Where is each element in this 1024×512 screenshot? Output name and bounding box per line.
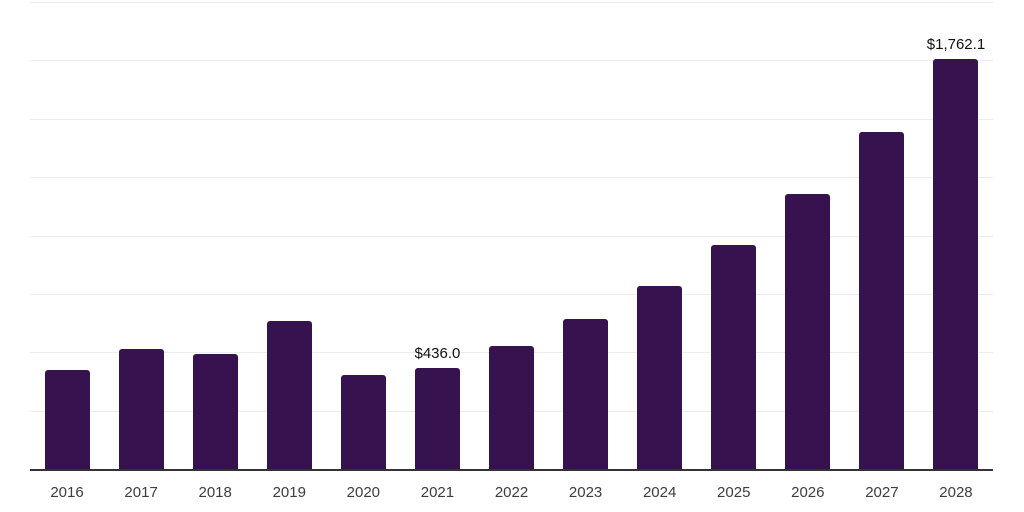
bar-slot [104,3,178,470]
bar-slot [845,3,919,470]
bar-slot [474,3,548,470]
x-tick-label: 2025 [717,484,751,501]
gridline [30,60,993,62]
gridline [30,118,993,120]
plot-area: $436.0 $1,762.1 [30,2,993,471]
x-axis-labels: 2016 2017 2018 2019 2020 2021 2022 2023 2024 2025… [30,484,993,502]
bar-slot [549,3,623,470]
gridline [30,177,993,179]
x-tick-label: 2026 [791,484,825,501]
bar-slot [623,3,697,470]
x-tick-label: 2027 [865,484,899,501]
bar-2026 [785,194,831,470]
bar-2021 [414,368,460,470]
bar-value-label: $436.0 [414,345,461,363]
bar-2025 [711,245,757,470]
x-tick-label: 2017 [124,484,158,501]
x-tick-label: 2022 [494,484,529,501]
gridline [30,235,993,237]
gridline [30,2,993,3]
bar-2018 [192,353,238,470]
bar-slot [326,3,400,470]
bar-slot [178,3,252,470]
x-axis-line [30,469,993,471]
bar-2024 [637,285,683,470]
bar-2022 [489,346,534,470]
bar-slot [252,3,326,470]
bar-2023 [563,319,609,470]
bar-2028 [933,58,979,470]
bar-2027 [859,131,905,470]
x-tick-label: 2020 [346,484,381,501]
x-tick-label: 2016 [50,484,84,501]
bar-slot [30,3,104,470]
x-tick-label: 2023 [568,484,603,501]
bar-slot [697,3,771,470]
gridline [30,293,993,295]
bar-slot: $1,762.1 [919,3,993,470]
x-tick-label: 2024 [642,484,677,501]
bar-value-label: $1,762.1 [926,35,986,53]
bar-2019 [266,321,312,470]
x-tick-label: 2018 [198,484,232,501]
x-tick-label: 2028 [939,484,973,501]
x-tick-label: 2021 [420,484,455,501]
bar-slot [771,3,845,470]
bar-2020 [340,375,386,470]
bar-2016 [44,369,90,470]
bar-slot: $436.0 [400,3,474,470]
x-tick-label: 2019 [272,484,306,501]
bar-series: $436.0 $1,762.1 [30,3,993,470]
bar-2017 [118,349,164,470]
